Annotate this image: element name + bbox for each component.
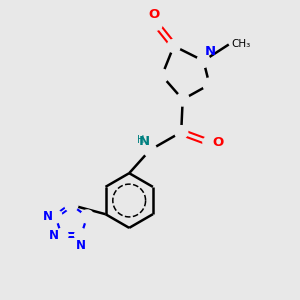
Text: O: O: [149, 8, 160, 21]
Text: N: N: [43, 210, 52, 223]
Circle shape: [167, 39, 180, 52]
Circle shape: [49, 210, 62, 223]
Text: N: N: [205, 46, 216, 59]
Circle shape: [203, 78, 216, 91]
Circle shape: [81, 210, 94, 223]
Text: N: N: [49, 229, 58, 242]
Circle shape: [65, 198, 78, 212]
Circle shape: [55, 229, 68, 242]
Circle shape: [176, 93, 189, 106]
Circle shape: [75, 229, 88, 242]
Circle shape: [143, 143, 157, 157]
Circle shape: [149, 17, 163, 30]
Circle shape: [197, 54, 210, 68]
Circle shape: [203, 136, 216, 149]
Text: H: H: [137, 135, 144, 145]
Text: O: O: [212, 136, 224, 149]
Circle shape: [175, 126, 188, 139]
Circle shape: [155, 69, 168, 82]
Text: N: N: [76, 239, 86, 252]
Text: CH₃: CH₃: [231, 40, 250, 50]
Text: N: N: [138, 135, 149, 148]
